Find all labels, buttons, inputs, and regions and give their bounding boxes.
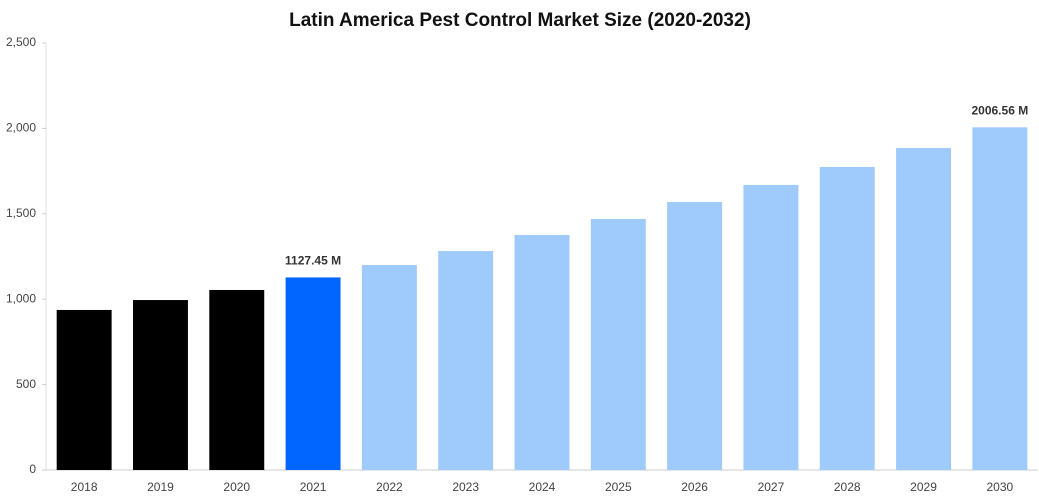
bar xyxy=(209,289,265,470)
bar xyxy=(514,234,570,470)
bar xyxy=(590,218,646,470)
value-label: 2006.56 M xyxy=(971,103,1028,117)
x-tick-label: 2021 xyxy=(300,480,327,494)
x-tick-label: 2022 xyxy=(376,480,403,494)
x-tick-label: 2029 xyxy=(910,480,937,494)
x-tick-label: 2026 xyxy=(681,480,708,494)
bar xyxy=(819,167,875,470)
y-tick-label: 1,500 xyxy=(6,206,36,220)
x-tick-label: 2019 xyxy=(147,480,174,494)
value-label: 1127.45 M xyxy=(285,254,341,268)
x-tick-label: 2020 xyxy=(223,480,250,494)
bar xyxy=(56,309,112,470)
x-tick-label: 2027 xyxy=(758,480,785,494)
y-tick-label: 2,000 xyxy=(6,121,36,135)
y-tick-label: 1,000 xyxy=(6,291,36,305)
bar xyxy=(361,265,417,470)
bar xyxy=(972,127,1028,471)
bar xyxy=(438,251,494,470)
bar xyxy=(896,148,952,471)
bar xyxy=(743,184,799,470)
bar xyxy=(285,277,341,470)
x-tick-label: 2030 xyxy=(986,480,1013,494)
x-tick-label: 2024 xyxy=(529,480,556,494)
x-tick-label: 2028 xyxy=(834,480,861,494)
x-tick-label: 2023 xyxy=(452,480,479,494)
x-tick-label: 2018 xyxy=(71,480,98,494)
x-tick-label: 2025 xyxy=(605,480,632,494)
y-tick-label: 2,500 xyxy=(6,35,36,49)
bar xyxy=(667,202,723,470)
bar xyxy=(132,300,188,470)
chart-title: Latin America Pest Control Market Size (… xyxy=(289,10,751,31)
y-tick-label: 0 xyxy=(29,462,36,476)
y-tick-label: 500 xyxy=(16,377,36,391)
